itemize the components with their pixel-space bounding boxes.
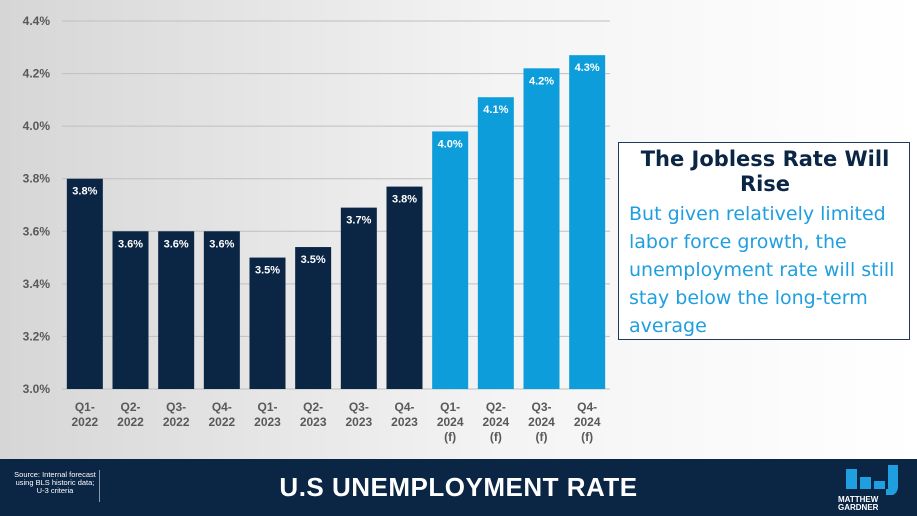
x-tick-label: 2023 <box>254 415 281 429</box>
x-tick-label: Q2- <box>120 400 140 414</box>
bar <box>158 231 195 389</box>
bar <box>569 55 606 390</box>
x-tick-label: Q3- <box>531 400 551 414</box>
data-label: 3.6% <box>118 238 143 250</box>
footer-title: U.S UNEMPLOYMENT RATE <box>279 472 638 502</box>
y-tick-label: 3.8% <box>23 172 51 186</box>
x-tick-label: 2022 <box>208 415 235 429</box>
x-tick-label: Q3- <box>349 400 369 414</box>
bar <box>432 131 469 389</box>
x-tick-label: 2023 <box>300 415 327 429</box>
data-label: 3.6% <box>209 238 234 250</box>
x-tick-label: 2024 <box>437 415 464 429</box>
x-tick-label: 2024 <box>528 415 555 429</box>
x-tick-label: Q4- <box>394 400 414 414</box>
x-tick-label: 2023 <box>345 415 372 429</box>
bar <box>523 68 560 390</box>
y-tick-label: 4.2% <box>23 67 51 81</box>
x-tick-label: Q4- <box>577 400 597 414</box>
x-tick-label: 2024 <box>574 415 601 429</box>
x-tick-label: Q1- <box>75 400 95 414</box>
logo-text: MATTHEW GARDNER <box>838 496 908 512</box>
bar <box>112 231 149 389</box>
bar <box>66 178 103 389</box>
source-divider <box>99 470 100 502</box>
bar <box>249 257 286 389</box>
data-label: 4.2% <box>529 75 554 87</box>
data-label: 3.5% <box>255 265 280 277</box>
x-tick-label: (f) <box>581 430 593 444</box>
x-tick-label: (f) <box>444 430 456 444</box>
data-label: 4.3% <box>575 62 600 74</box>
x-tick-label: Q1- <box>440 400 460 414</box>
y-tick-label: 4.4% <box>23 14 51 28</box>
x-tick-label: 2022 <box>71 415 98 429</box>
y-tick-label: 3.2% <box>23 329 51 343</box>
bar <box>386 186 423 389</box>
x-tick-label: 2024 <box>482 415 509 429</box>
x-tick-label: (f) <box>490 430 502 444</box>
callout-box: The Jobless Rate Will Rise But given rel… <box>618 142 910 340</box>
data-label: 4.1% <box>483 104 508 116</box>
data-label: 3.5% <box>301 254 326 266</box>
logo-text-line-2: GARDNER <box>838 503 879 512</box>
bar <box>340 207 377 389</box>
logo-text-line-1: MATTHEW <box>838 495 879 504</box>
x-tick-label: 2023 <box>391 415 418 429</box>
x-tick-label: 2022 <box>163 415 190 429</box>
y-tick-label: 3.6% <box>23 224 51 238</box>
x-tick-label: Q2- <box>486 400 506 414</box>
x-tick-label: (f) <box>536 430 548 444</box>
callout-title: The Jobless Rate Will Rise <box>640 147 890 196</box>
data-label: 4.0% <box>438 138 463 150</box>
footer-bar: Source: Internal forecast using BLS hist… <box>0 459 917 516</box>
bar-chart-logo-icon <box>846 465 898 496</box>
x-tick-label: Q1- <box>257 400 277 414</box>
matthew-gardner-logo: MATTHEW GARDNER <box>838 463 908 513</box>
y-tick-label: 3.0% <box>23 382 51 396</box>
unemployment-bar-chart: 3.0%3.2%3.4%3.6%3.8%4.0%4.2%4.4%3.8%Q1-2… <box>23 14 610 444</box>
bar <box>203 231 240 389</box>
source-note: Source: Internal forecast using BLS hist… <box>14 470 96 495</box>
bar <box>295 247 332 389</box>
y-tick-label: 3.4% <box>23 277 51 291</box>
data-label: 3.7% <box>346 215 371 227</box>
y-tick-label: 4.0% <box>23 119 51 133</box>
callout-body: But given relatively limited labor force… <box>629 203 895 337</box>
data-label: 3.6% <box>164 238 189 250</box>
bar <box>477 97 514 389</box>
x-tick-label: Q3- <box>166 400 186 414</box>
data-label: 3.8% <box>72 186 97 198</box>
x-tick-label: Q2- <box>303 400 323 414</box>
x-tick-label: 2022 <box>117 415 144 429</box>
x-tick-label: Q4- <box>212 400 232 414</box>
data-label: 3.8% <box>392 194 417 206</box>
